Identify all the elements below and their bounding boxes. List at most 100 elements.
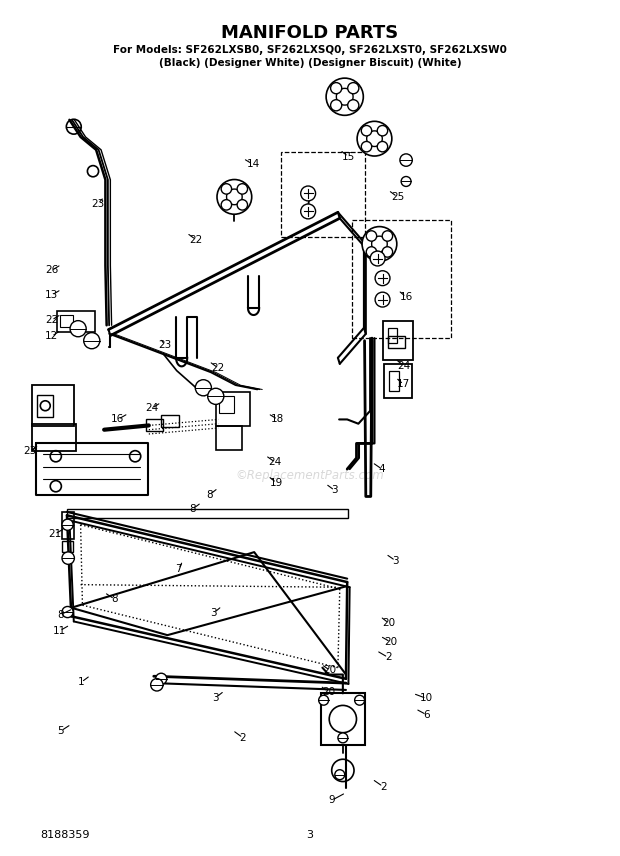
Circle shape [362,227,397,261]
Text: 24: 24 [397,360,410,371]
Circle shape [370,251,385,266]
Circle shape [330,82,342,94]
Circle shape [400,154,412,166]
Text: 20: 20 [384,637,397,647]
Text: 11: 11 [53,626,66,636]
Text: (Black) (Designer White) (Designer Biscuit) (White): (Black) (Designer White) (Designer Biscu… [159,58,461,68]
Circle shape [348,99,359,111]
Circle shape [401,176,411,187]
Circle shape [195,380,211,395]
Circle shape [319,695,329,705]
Text: 15: 15 [342,152,355,162]
Text: 25: 25 [391,192,404,202]
Text: For Models: SF262LXSB0, SF262LXSQ0, SF262LXST0, SF262LXSW0: For Models: SF262LXSB0, SF262LXSQ0, SF26… [113,45,507,55]
Bar [62,526,74,539]
Circle shape [70,321,86,336]
Bar [216,426,242,450]
Circle shape [226,189,242,205]
Text: 17: 17 [397,379,410,389]
Text: 18: 18 [271,414,285,425]
Circle shape [84,333,100,348]
Circle shape [237,199,247,210]
Text: 8188359: 8188359 [40,830,90,841]
Text: 12: 12 [45,331,58,342]
Text: 14: 14 [246,159,260,169]
Bar [352,220,451,338]
Circle shape [361,141,372,152]
Circle shape [335,770,345,780]
Text: 19: 19 [270,478,283,488]
Bar [384,364,412,398]
Circle shape [301,186,316,201]
Text: 1: 1 [78,677,84,687]
Text: 5: 5 [58,726,64,736]
Bar [67,509,348,518]
Text: 26: 26 [45,265,58,276]
Bar [32,424,76,451]
Text: 3: 3 [213,693,219,703]
Bar [57,311,95,332]
Circle shape [357,122,392,156]
Circle shape [330,99,342,111]
Bar [388,336,405,348]
Bar [388,328,397,343]
Text: 16: 16 [111,414,125,425]
Text: 23: 23 [158,340,172,350]
Text: 7: 7 [175,564,182,574]
Text: 2: 2 [240,733,246,743]
Text: 9: 9 [329,795,335,805]
Text: 22: 22 [45,315,58,325]
Text: 16: 16 [399,292,413,302]
Circle shape [151,679,163,691]
Circle shape [377,126,388,136]
Circle shape [301,204,316,219]
Circle shape [366,247,377,257]
Bar [281,152,365,237]
Circle shape [361,126,372,136]
Text: 8: 8 [206,490,213,500]
Circle shape [62,606,73,618]
Bar [216,392,250,426]
Text: 6: 6 [423,710,430,720]
Circle shape [208,389,224,404]
Circle shape [221,199,232,210]
Circle shape [237,184,247,194]
Text: 23: 23 [91,199,105,209]
Text: 2: 2 [385,652,391,663]
Text: 8: 8 [112,594,118,604]
Circle shape [326,78,363,116]
Text: 3: 3 [392,556,399,566]
Circle shape [375,270,390,286]
Text: 23: 23 [23,446,37,456]
Circle shape [375,292,390,307]
Text: 8: 8 [189,504,195,514]
Text: 3: 3 [306,830,314,841]
Text: 20: 20 [322,687,335,697]
Text: 3: 3 [332,485,338,496]
Text: 24: 24 [145,403,159,413]
Circle shape [217,180,252,214]
Text: 4: 4 [379,464,385,474]
Circle shape [382,247,392,257]
Bar [32,385,74,426]
Bar [62,512,74,525]
Circle shape [221,184,232,194]
Circle shape [366,131,383,146]
Bar [321,693,365,745]
Bar [62,541,73,552]
Text: 3: 3 [211,608,217,618]
Text: 24: 24 [268,457,282,467]
Bar [60,315,73,327]
Bar [161,415,179,427]
Circle shape [371,236,388,252]
Circle shape [382,231,392,241]
Text: 22: 22 [211,363,225,373]
Text: 20: 20 [382,618,396,628]
Text: 8: 8 [58,609,64,620]
Circle shape [62,552,74,564]
Text: 21: 21 [48,529,61,539]
Circle shape [156,673,167,685]
Text: 2: 2 [380,782,386,792]
Circle shape [62,519,73,531]
Text: 22: 22 [189,235,203,245]
